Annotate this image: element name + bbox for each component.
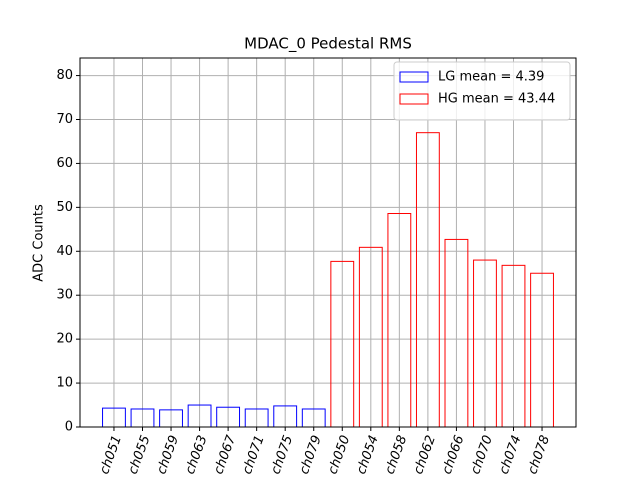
x-tick-label: ch066 bbox=[440, 433, 468, 476]
y-tick-label: 60 bbox=[56, 156, 73, 171]
y-axis-label: ADC Counts bbox=[32, 204, 47, 282]
x-tick-label: ch062 bbox=[411, 433, 439, 476]
x-tick-label: ch054 bbox=[354, 433, 382, 476]
x-tick-label: ch071 bbox=[240, 433, 268, 476]
x-tick-label: ch067 bbox=[211, 433, 239, 477]
legend-swatch bbox=[399, 71, 429, 83]
y-tick-label: 0 bbox=[65, 420, 73, 435]
x-tick-label: ch055 bbox=[126, 433, 154, 476]
x-tick-label: ch078 bbox=[525, 433, 553, 476]
y-tick-label: 20 bbox=[56, 332, 73, 347]
legend-label: HG mean = 43.44 bbox=[438, 92, 555, 107]
y-tick-label: 40 bbox=[56, 244, 73, 259]
legend-label: LG mean = 4.39 bbox=[438, 70, 544, 85]
y-tick-label: 70 bbox=[56, 112, 73, 127]
chart-title: MDAC_0 Pedestal RMS bbox=[244, 35, 412, 54]
y-tick-label: 30 bbox=[56, 288, 73, 303]
x-tick-label: ch074 bbox=[497, 433, 525, 476]
plot-frame bbox=[79, 57, 577, 428]
y-tick-label: 80 bbox=[56, 68, 73, 83]
x-tick-label: ch070 bbox=[468, 433, 496, 476]
y-tick-label: 50 bbox=[56, 200, 73, 215]
x-tick-label: ch063 bbox=[183, 433, 211, 476]
x-tick-label: ch051 bbox=[97, 433, 125, 476]
x-tick-label: ch059 bbox=[154, 433, 182, 476]
x-tick-label: ch050 bbox=[325, 433, 353, 476]
x-tick-label: ch058 bbox=[383, 433, 411, 476]
x-tick-label: ch075 bbox=[268, 433, 296, 476]
legend-box bbox=[393, 61, 571, 121]
y-tick-label: 10 bbox=[56, 376, 73, 391]
legend-swatch bbox=[399, 93, 429, 105]
x-tick-label: ch079 bbox=[297, 433, 325, 476]
